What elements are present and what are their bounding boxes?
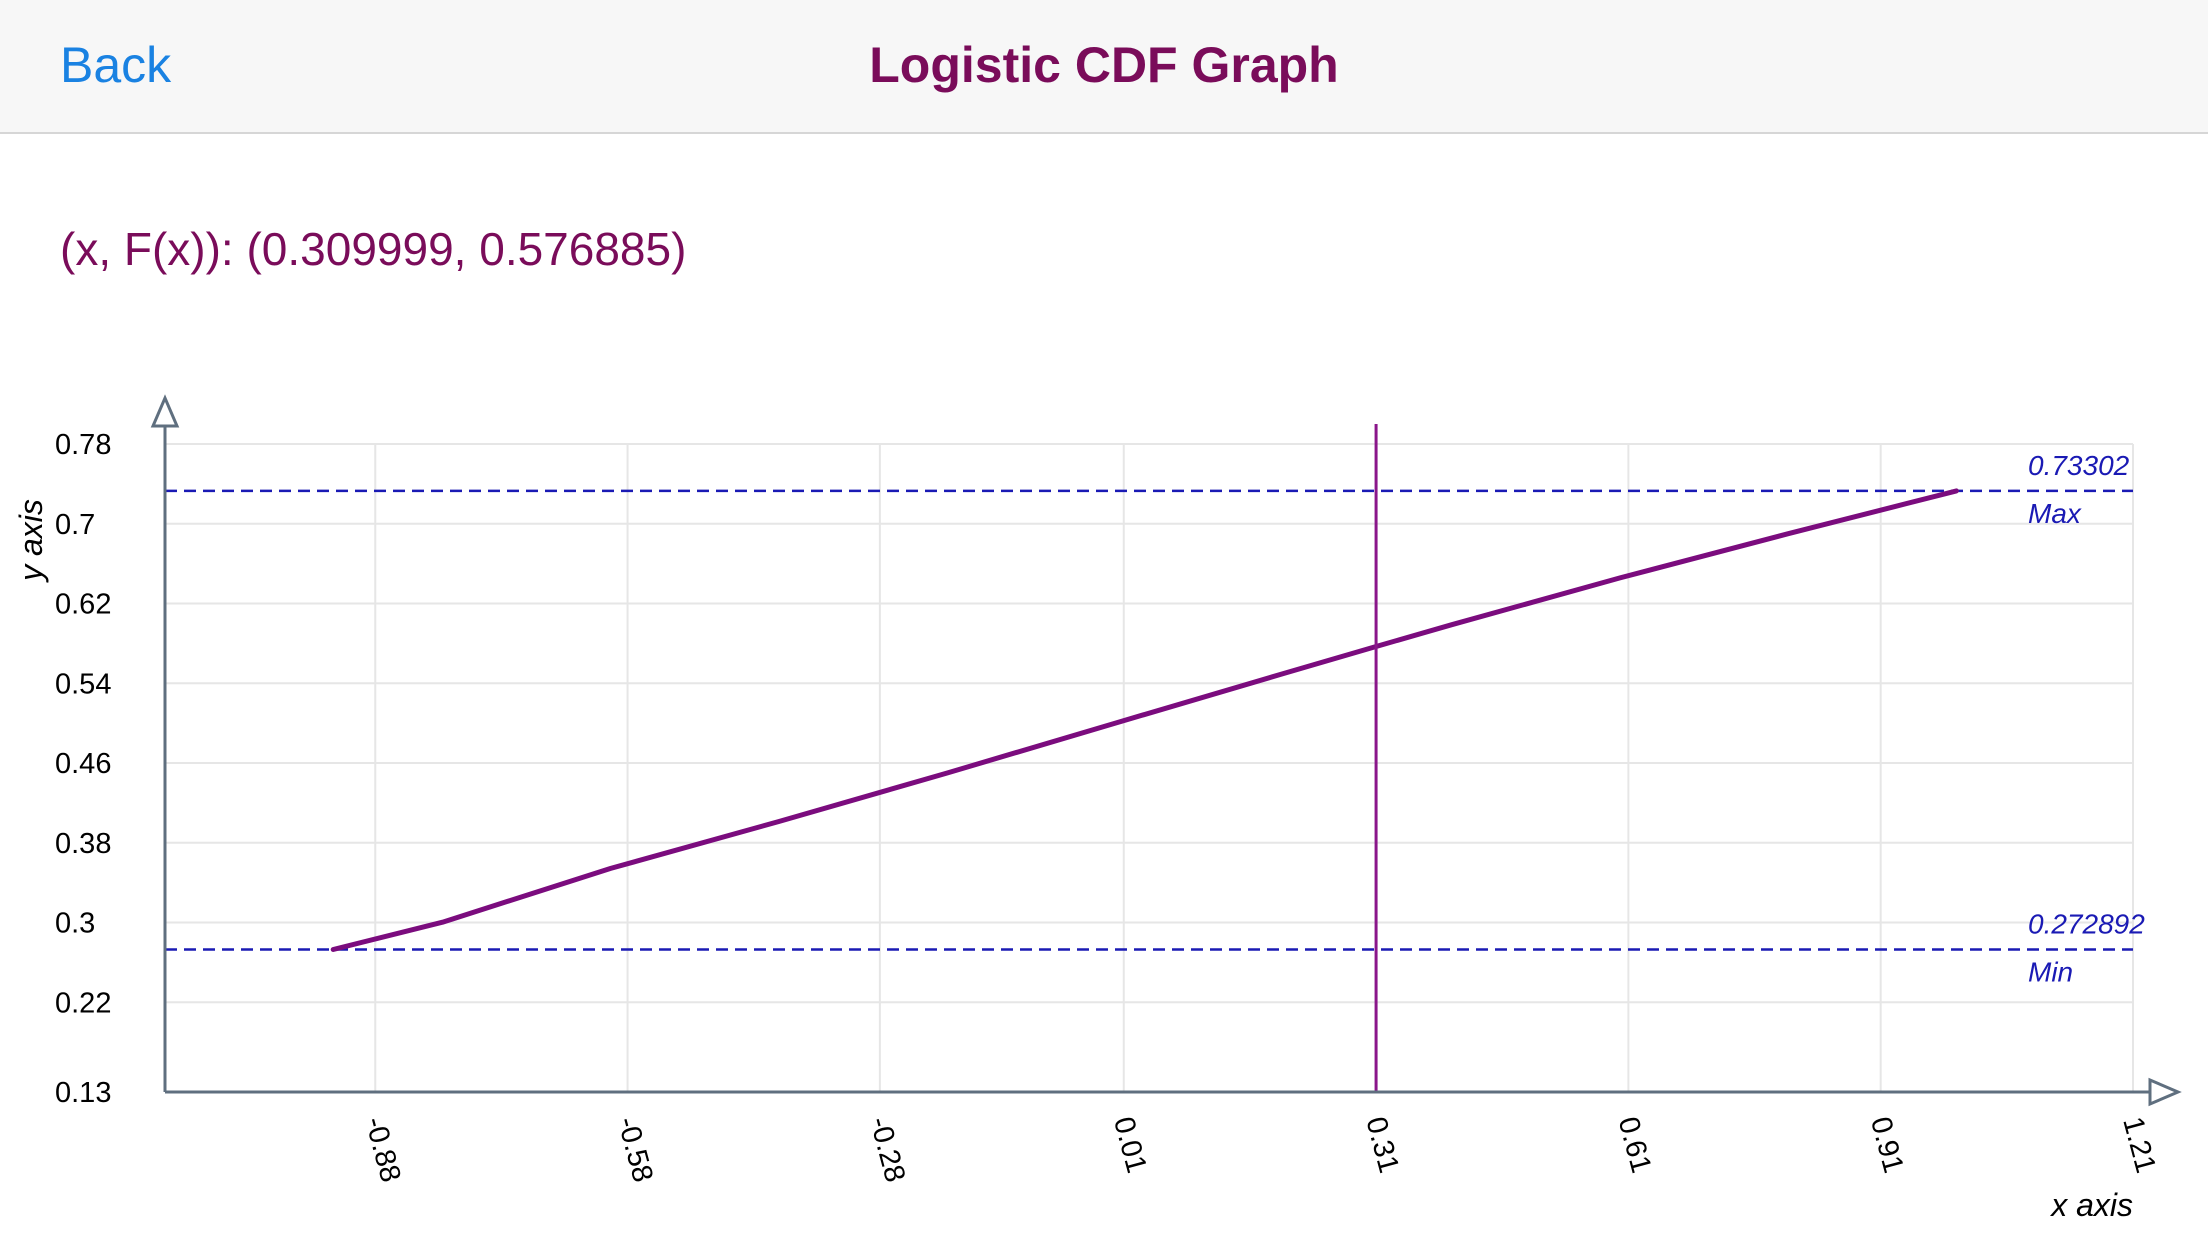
navigation-bar: Back Logistic CDF Graph (0, 0, 2208, 134)
page-title: Logistic CDF Graph (869, 37, 1339, 93)
x-tick-label: 0.91 (1864, 1114, 1910, 1177)
axes (150, 394, 2182, 1107)
y-tick-label: 0.7 (55, 509, 95, 541)
reference-label-min: Min (2028, 957, 2073, 988)
x-axis-arrow-icon (2148, 1077, 2182, 1107)
x-tick-label: -0.58 (611, 1114, 659, 1186)
cdf-curve (330, 488, 1959, 952)
reference-value-max: 0.73302 (2028, 450, 2130, 481)
reference-lines: 0.73302 Max 0.272892 Min (165, 450, 2145, 988)
y-tick-labels: 0.13 0.22 0.3 0.38 0.46 0.54 0.62 0.7 0.78 (55, 429, 111, 1109)
x-tick-label: 0.61 (1612, 1114, 1658, 1177)
y-tick-label: 0.22 (55, 987, 111, 1019)
coordinate-readout: (x, F(x)): (0.309999, 0.576885) (60, 223, 687, 275)
reference-value-min: 0.272892 (2028, 909, 2145, 940)
x-axis-title: x axis (2049, 1187, 2133, 1223)
y-tick-label: 0.62 (55, 589, 111, 621)
y-axis-title: y axis (13, 499, 49, 583)
back-button[interactable]: Back (60, 37, 172, 93)
reference-label-max: Max (2028, 498, 2082, 529)
x-tick-label: -0.88 (358, 1114, 406, 1186)
grid (165, 443, 2134, 1092)
y-tick-label: 0.13 (55, 1077, 111, 1109)
y-tick-label: 0.3 (55, 908, 95, 940)
x-tick-label: -0.28 (863, 1114, 911, 1186)
y-tick-label: 0.78 (55, 429, 111, 461)
series (330, 488, 1959, 952)
x-tick-labels: -0.88 -0.58 -0.28 0.01 0.31 0.61 0.91 1.21 (358, 1114, 2161, 1186)
logistic-cdf-chart[interactable]: 0.73302 Max 0.272892 Min 0.13 0.22 0.3 0.38 0.4… (0, 380, 2208, 1242)
y-tick-label: 0.54 (55, 668, 111, 700)
y-tick-label: 0.46 (55, 748, 111, 780)
y-axis-arrow-icon (150, 394, 180, 428)
x-tick-label: 0.31 (1359, 1114, 1405, 1177)
x-tick-label: 1.21 (2116, 1114, 2162, 1177)
y-tick-label: 0.38 (55, 828, 111, 860)
x-tick-label: 0.01 (1107, 1114, 1153, 1177)
